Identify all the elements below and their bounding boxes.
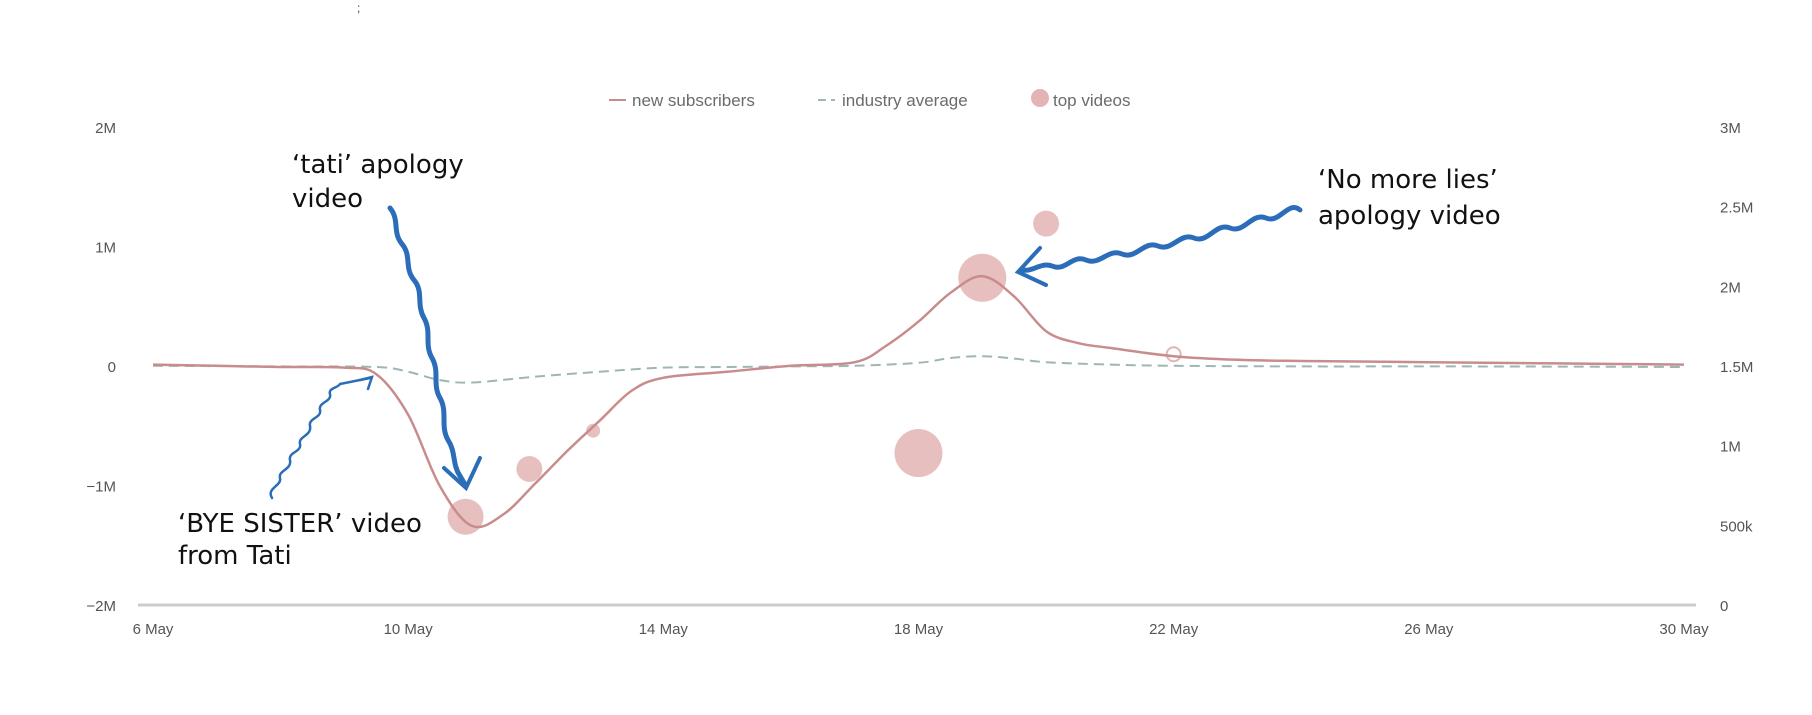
left-tick-label: −1M xyxy=(86,479,116,496)
annotation-tati-arrow xyxy=(387,205,469,489)
annotation-bye-arrow xyxy=(269,376,372,500)
top-video-bubble[interactable] xyxy=(958,253,1007,302)
annotation-nml-line2: apology video xyxy=(1318,201,1501,231)
top-video-bubble[interactable] xyxy=(1165,346,1182,363)
industry-average-line xyxy=(152,355,1685,384)
svg-text:‘No more lies’apology video: ‘No more lies’ apology video xyxy=(1318,165,1501,231)
left-y-axis: −2M −1M 0 1M 2M xyxy=(86,120,116,615)
top-video-bubble[interactable] xyxy=(586,423,601,438)
legend-top-videos-swatch xyxy=(1031,89,1049,107)
x-tick-label: 18 May xyxy=(894,621,944,638)
left-tick-label: 0 xyxy=(108,359,116,376)
top-videos-bubbles xyxy=(447,210,1182,535)
annotation-nml-arrowhead xyxy=(1014,246,1048,287)
top-video-bubble[interactable] xyxy=(516,455,543,482)
right-tick-label: 2.5M xyxy=(1720,200,1753,217)
left-tick-label: 1M xyxy=(95,240,116,257)
new-subscribers-line xyxy=(152,274,1685,529)
right-tick-label: 1M xyxy=(1720,439,1741,456)
left-tick-label: 2M xyxy=(95,120,116,137)
annotation-tati-line2: video xyxy=(292,184,363,214)
annotation-bye-line1: ‘BYE SISTER’ video xyxy=(178,509,422,539)
right-tick-label: 0 xyxy=(1720,598,1728,615)
x-tick-label: 26 May xyxy=(1404,621,1454,638)
annotation-no-more-lies: ‘No more lies’ apology video xyxy=(1014,165,1501,287)
right-tick-label: 3M xyxy=(1720,120,1741,137)
top-video-bubble[interactable] xyxy=(1033,210,1060,237)
x-tick-label: 30 May xyxy=(1659,621,1709,638)
legend-new-subscribers-label[interactable]: new subscribers xyxy=(632,91,755,110)
annotation-bye-line2: from Tati xyxy=(178,541,292,571)
x-axis: 6 May 10 May 14 May 18 May 22 May 26 May 30 Ma… xyxy=(133,621,1710,638)
top-video-bubble[interactable] xyxy=(894,429,943,478)
left-tick-label: −2M xyxy=(86,598,116,615)
legend-industry-average-label[interactable]: industry average xyxy=(842,91,968,110)
annotation-bye-sister: ‘BYE SISTER’ video from Tati xyxy=(178,375,422,571)
annotation-nml-arrow xyxy=(1019,205,1303,273)
top-video-bubble[interactable] xyxy=(447,498,484,535)
legend-top-videos-label[interactable]: top videos xyxy=(1053,91,1131,110)
annotation-tati-line1: ‘tati’ apology xyxy=(292,150,464,180)
x-tick-label: 6 May xyxy=(133,621,174,638)
x-tick-label: 10 May xyxy=(384,621,434,638)
right-tick-label: 2M xyxy=(1720,279,1741,296)
legend: new subscribers industry average top vid… xyxy=(609,89,1131,110)
x-tick-label: 14 May xyxy=(639,621,689,638)
right-tick-label: 1.5M xyxy=(1720,359,1753,376)
annotation-tati-arrowhead xyxy=(442,456,482,492)
right-tick-label: 500k xyxy=(1720,518,1753,535)
annotation-nml-line1: ‘No more lies’ xyxy=(1318,165,1498,195)
stray-mark: ; xyxy=(357,1,360,15)
annotation-bye-arrowhead xyxy=(358,375,374,391)
x-tick-label: 22 May xyxy=(1149,621,1199,638)
annotation-tati-apology: ‘tati’ apology video xyxy=(292,150,482,492)
right-y-axis: 0 500k 1M 1.5M 2M 2.5M 3M xyxy=(1720,120,1753,615)
